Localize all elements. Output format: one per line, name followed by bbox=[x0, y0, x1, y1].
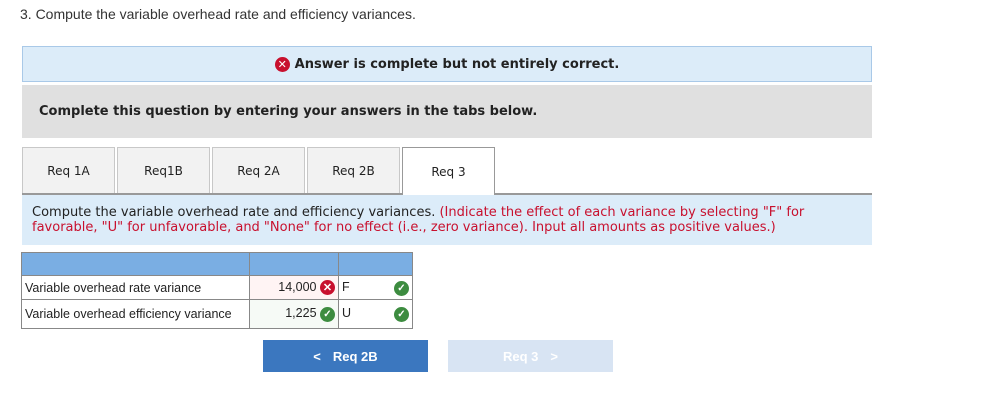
effect-select[interactable]: U ✓ bbox=[338, 299, 413, 329]
x-circle-icon: ✕ bbox=[320, 280, 335, 295]
tab-req-2b[interactable]: Req 2B bbox=[307, 147, 400, 193]
answer-status-banner: ✕ Answer is complete but not entirely cor… bbox=[22, 46, 872, 82]
chevron-right-icon: > bbox=[550, 348, 558, 364]
tab-req-3[interactable]: Req 3 bbox=[402, 147, 495, 195]
tab-req-2a[interactable]: Req 2A bbox=[212, 147, 305, 193]
table-header-row bbox=[21, 252, 413, 276]
table-row: Variable overhead efficiency variance 1,… bbox=[21, 299, 413, 329]
instruction-box: Compute the variable overhead rate and e… bbox=[22, 195, 872, 245]
check-circle-icon: ✓ bbox=[394, 307, 409, 322]
row-label: Variable overhead efficiency variance bbox=[21, 299, 250, 329]
instructions-header: Complete this question by entering your … bbox=[22, 85, 872, 138]
prev-button[interactable]: < Req 2B bbox=[263, 340, 428, 372]
instruction-note: (Indicate the effect of each variance by… bbox=[32, 205, 805, 235]
next-button[interactable]: Req 3 > bbox=[448, 340, 613, 372]
check-circle-icon: ✓ bbox=[394, 280, 409, 296]
amount-input[interactable]: 14,000 ✕ bbox=[249, 275, 339, 300]
tab-bar: Req 1A Req1B Req 2A Req 2B Req 3 bbox=[22, 147, 872, 195]
tab-req-1b[interactable]: Req1B bbox=[117, 147, 210, 193]
row-label: Variable overhead rate variance bbox=[21, 275, 250, 300]
chevron-left-icon: < bbox=[313, 348, 321, 364]
banner-text: Answer is complete but not entirely corr… bbox=[294, 56, 620, 72]
amount-input[interactable]: 1,225 ✓ bbox=[249, 299, 339, 329]
table-row: Variable overhead rate variance 14,000 ✕… bbox=[21, 275, 413, 300]
effect-select[interactable]: F ✓ bbox=[338, 275, 413, 300]
variance-table: Variable overhead rate variance 14,000 ✕… bbox=[21, 252, 413, 329]
check-circle-icon: ✓ bbox=[320, 307, 335, 322]
tab-req-1a[interactable]: Req 1A bbox=[22, 147, 115, 193]
x-circle-icon: ✕ bbox=[274, 56, 290, 72]
instruction-text: Compute the variable overhead rate and e… bbox=[32, 205, 436, 220]
question-text: 3. Compute the variable overhead rate an… bbox=[20, 6, 416, 22]
